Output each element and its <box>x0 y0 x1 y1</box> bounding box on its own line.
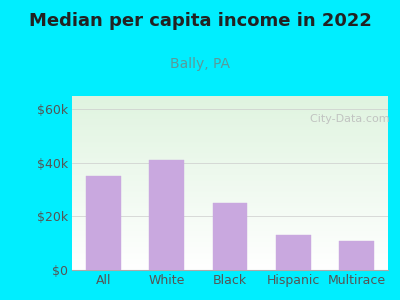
Bar <box>86 176 121 270</box>
Bar <box>213 203 247 270</box>
Bar <box>339 241 374 270</box>
Bar <box>276 235 310 270</box>
Text: Bally, PA: Bally, PA <box>170 57 230 71</box>
Text: Median per capita income in 2022: Median per capita income in 2022 <box>28 12 372 30</box>
Text: City-Data.com: City-Data.com <box>303 114 389 124</box>
Bar <box>150 160 184 270</box>
